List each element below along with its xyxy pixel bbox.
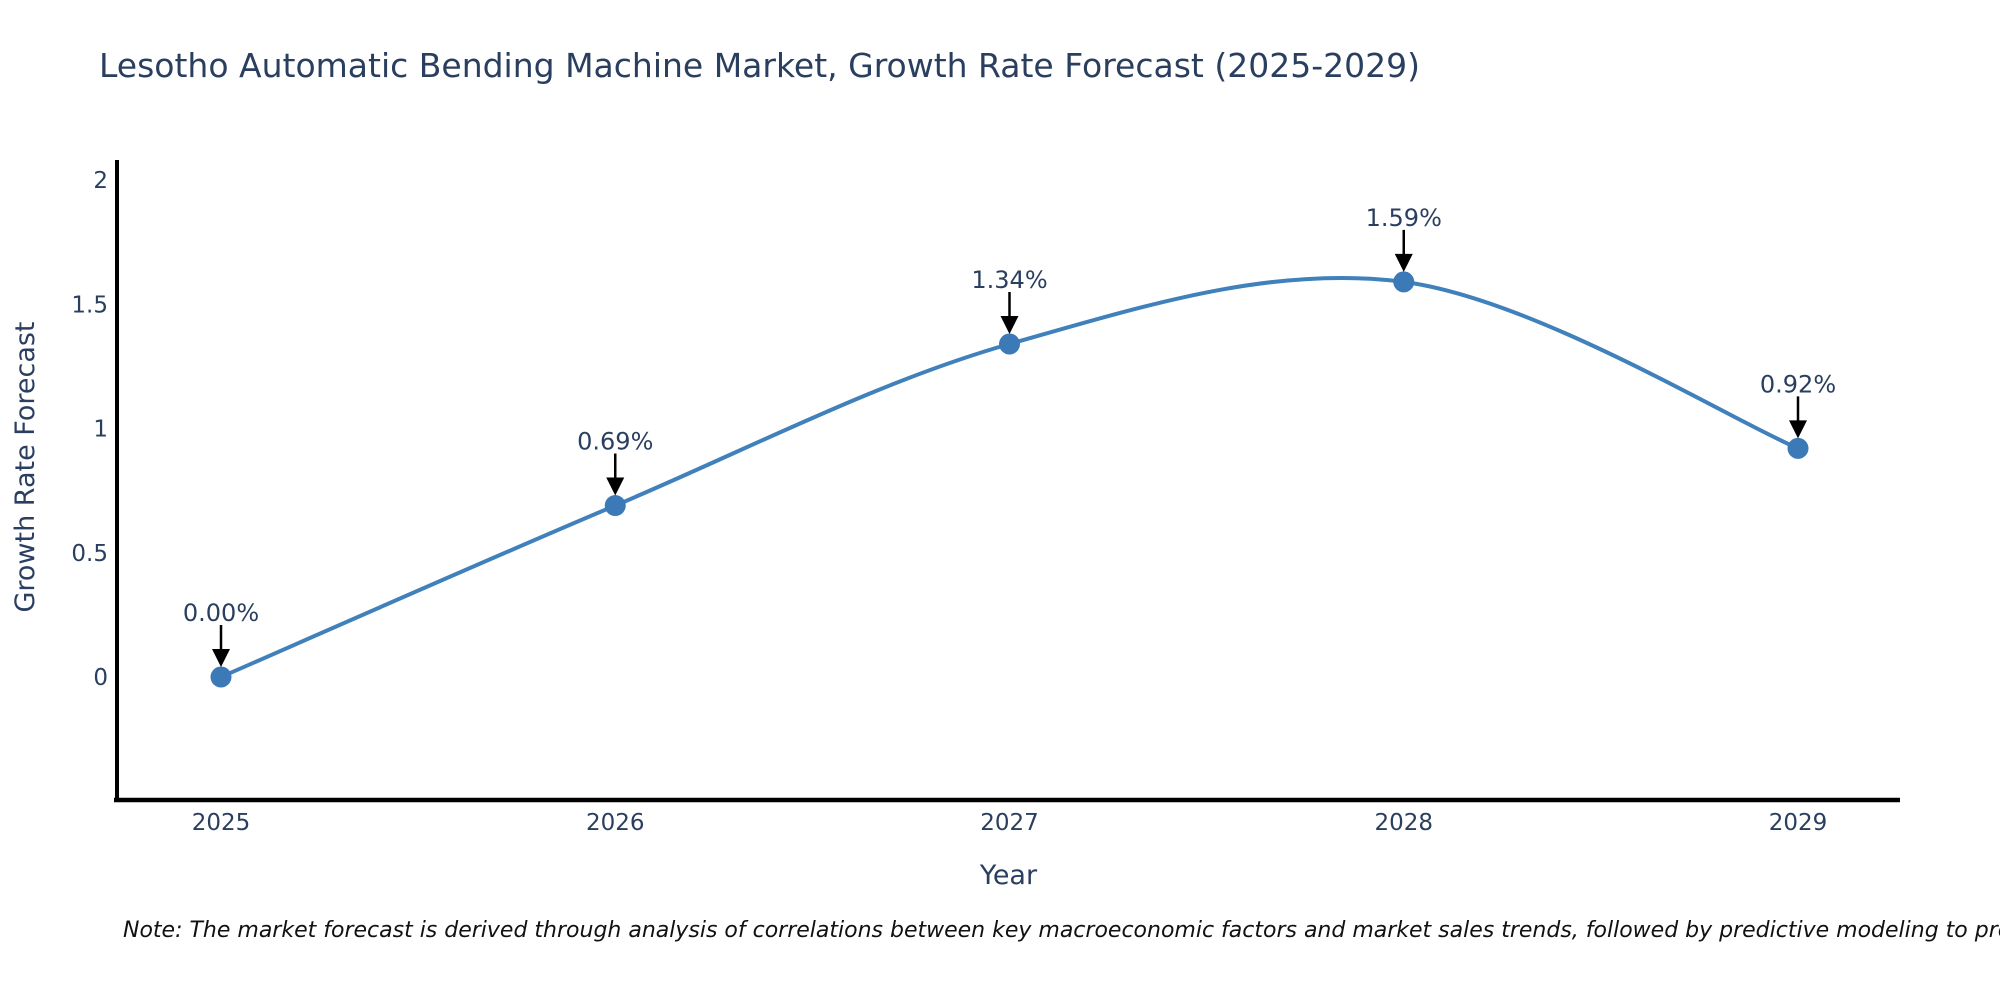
annotation-arrow-head: [1789, 420, 1807, 439]
y-axis-title: Growth Rate Forecast: [10, 321, 41, 612]
annotation-arrow-head: [1394, 253, 1413, 272]
data-point[interactable]: [999, 333, 1020, 355]
annotation-arrow-head: [606, 477, 625, 496]
y-tick-label: 0: [93, 665, 108, 691]
x-tick-label: 2028: [1374, 810, 1433, 836]
chart-title: Lesotho Automatic Bending Machine Market…: [99, 46, 1420, 85]
x-tick-label: 2027: [980, 810, 1039, 836]
x-tick-label: 2025: [192, 810, 251, 836]
data-point[interactable]: [1393, 271, 1415, 293]
y-tick-label: 2: [93, 168, 108, 194]
x-tick-label: 2029: [1769, 810, 1828, 836]
annotation-arrow-head: [1000, 316, 1019, 335]
data-point[interactable]: [1787, 437, 1809, 459]
data-point-label: 1.34%: [971, 266, 1047, 294]
y-tick-label: 1.5: [71, 292, 108, 318]
footnote: Note: The market forecast is derived thr…: [123, 918, 2000, 943]
data-point-label: 0.00%: [183, 599, 259, 627]
y-tick-label: 1: [93, 417, 108, 443]
data-point[interactable]: [604, 495, 626, 517]
data-point-label: 1.59%: [1366, 204, 1442, 232]
x-axis-title: Year: [979, 860, 1038, 891]
y-tick-label: 0.5: [71, 541, 108, 567]
data-point[interactable]: [210, 666, 232, 688]
data-point-label: 0.92%: [1760, 370, 1836, 398]
data-point-label: 0.69%: [577, 428, 653, 456]
annotation-arrow-head: [212, 649, 230, 667]
x-tick-label: 2026: [586, 810, 645, 836]
